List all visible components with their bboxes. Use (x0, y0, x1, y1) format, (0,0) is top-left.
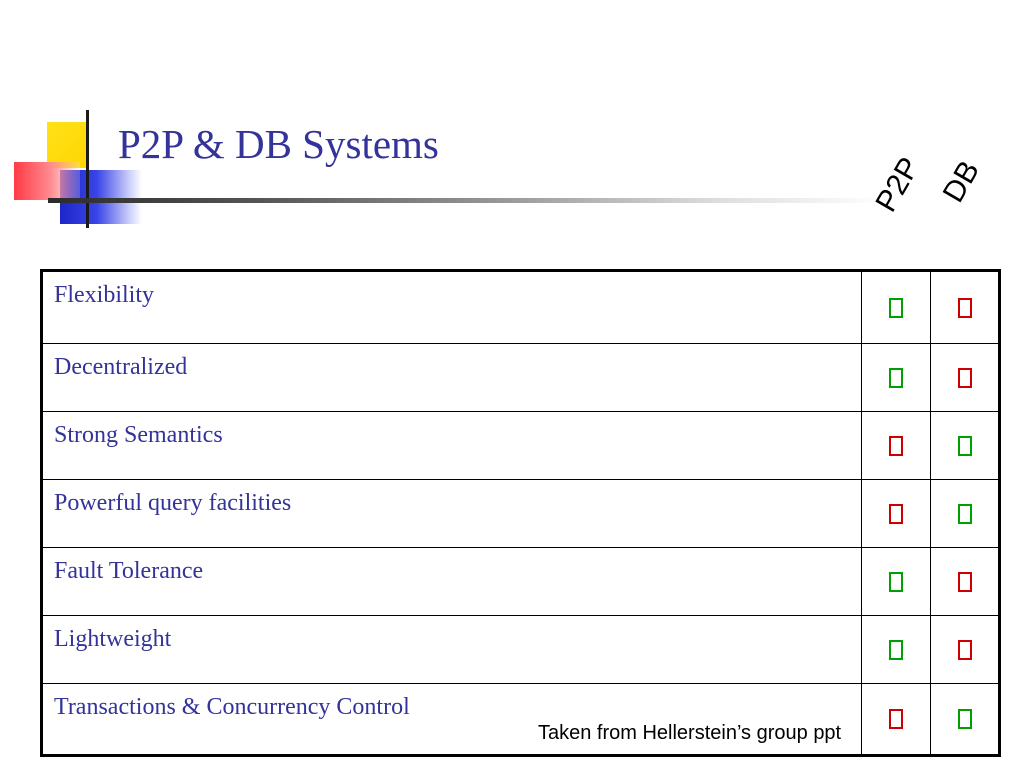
comparison-table: Flexibility Decentralized Strong Semantics… (40, 269, 1001, 757)
logo-vertical-rule (86, 110, 89, 228)
p2p-cell (861, 270, 931, 344)
check-mark-icon (889, 367, 903, 388)
feature-label: Flexibility (41, 270, 862, 344)
comparison-table-body: Flexibility Decentralized Strong Semantics… (41, 270, 1000, 756)
check-mark-icon (889, 297, 903, 318)
feature-label: Fault Tolerance (41, 547, 862, 616)
feature-label: Powerful query facilities (41, 479, 862, 548)
cross-mark-icon (957, 571, 972, 592)
check-mark-icon (957, 709, 972, 729)
feature-label: Strong Semantics (41, 411, 862, 480)
db-cell (930, 411, 1000, 480)
table-row: Transactions & Concurrency Control (41, 683, 1000, 756)
column-header-p2p: P2P (869, 151, 927, 218)
cross-mark-icon (957, 297, 972, 318)
p2p-cell (861, 479, 931, 548)
cross-mark-icon (889, 709, 903, 729)
table-row: Lightweight (41, 615, 1000, 684)
db-cell (930, 683, 1000, 756)
cross-mark-icon (957, 367, 972, 388)
logo-yellow-block (47, 122, 89, 168)
db-cell (930, 547, 1000, 616)
feature-label: Decentralized (41, 343, 862, 412)
p2p-cell (861, 683, 931, 756)
title-underline (48, 198, 888, 203)
check-mark-icon (889, 571, 903, 592)
source-credit: Taken from Hellerstein’s group ppt (538, 722, 842, 744)
cross-mark-icon (889, 435, 903, 456)
slide-title: P2P & DB Systems (118, 121, 439, 167)
table-row: Strong Semantics (41, 411, 1000, 480)
p2p-cell (861, 411, 931, 480)
p2p-cell (861, 343, 931, 412)
db-cell (930, 270, 1000, 344)
db-cell (930, 615, 1000, 684)
table-row: Flexibility (41, 270, 1000, 344)
p2p-cell (861, 547, 931, 616)
cross-mark-icon (957, 639, 972, 660)
check-mark-icon (957, 503, 972, 524)
db-cell (930, 343, 1000, 412)
feature-label: Lightweight (41, 615, 862, 684)
check-mark-icon (957, 435, 972, 456)
db-cell (930, 479, 1000, 548)
logo-red-block (14, 162, 80, 200)
p2p-cell (861, 615, 931, 684)
table-row: Decentralized (41, 343, 1000, 412)
table-row: Fault Tolerance (41, 547, 1000, 616)
check-mark-icon (889, 639, 903, 660)
table-row: Powerful query facilities (41, 479, 1000, 548)
feature-label: Transactions & Concurrency Control (41, 683, 862, 756)
cross-mark-icon (889, 503, 903, 524)
column-header-db: DB (936, 155, 987, 209)
